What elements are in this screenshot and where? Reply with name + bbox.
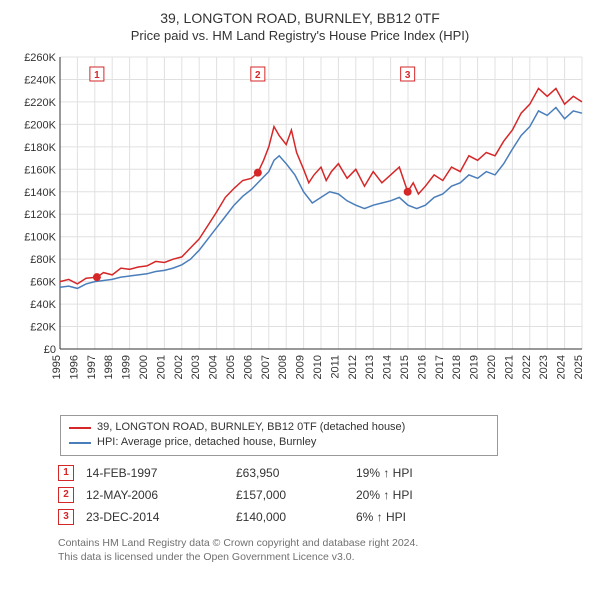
chart-title: 39, LONGTON ROAD, BURNLEY, BB12 0TF: [10, 10, 590, 26]
x-tick-label: 2013: [364, 355, 376, 379]
y-tick-label: £240K: [24, 74, 56, 86]
x-tick-label: 2001: [155, 355, 167, 379]
event-delta: 20% ↑ HPI: [356, 488, 476, 502]
x-tick-label: 1995: [51, 355, 63, 379]
legend-swatch: [69, 442, 91, 444]
event-badge: 1: [58, 465, 74, 481]
sale-marker-dot: [93, 273, 101, 281]
y-tick-label: £0: [44, 344, 56, 356]
license-text: Contains HM Land Registry data © Crown c…: [58, 536, 590, 564]
license-line-1: Contains HM Land Registry data © Crown c…: [58, 536, 590, 550]
sale-event-row: 1 14-FEB-1997£63,95019% ↑ HPI: [58, 462, 590, 484]
event-date: 14-FEB-1997: [86, 466, 236, 480]
legend: 39, LONGTON ROAD, BURNLEY, BB12 0TF (det…: [60, 415, 498, 456]
event-date: 23-DEC-2014: [86, 510, 236, 524]
y-tick-label: £180K: [24, 142, 56, 154]
event-badge: 2: [58, 487, 74, 503]
legend-label: HPI: Average price, detached house, Burn…: [97, 435, 316, 450]
x-tick-label: 2003: [190, 355, 202, 379]
x-tick-label: 2008: [277, 355, 289, 379]
x-tick-label: 1996: [68, 355, 80, 379]
sale-marker-number: 2: [255, 70, 261, 81]
x-tick-label: 2023: [538, 355, 550, 379]
x-tick-label: 2011: [329, 355, 341, 379]
legend-item: HPI: Average price, detached house, Burn…: [69, 435, 489, 450]
y-tick-label: £80K: [30, 254, 56, 266]
legend-swatch: [69, 427, 91, 429]
x-tick-label: 2020: [486, 355, 498, 379]
x-tick-label: 1997: [86, 355, 98, 379]
x-tick-label: 2004: [208, 355, 220, 379]
chart-subtitle: Price paid vs. HM Land Registry's House …: [10, 28, 590, 43]
event-price: £63,950: [236, 466, 356, 480]
event-delta: 19% ↑ HPI: [356, 466, 476, 480]
event-badge: 3: [58, 509, 74, 525]
x-tick-label: 1998: [103, 355, 115, 379]
x-tick-label: 1999: [121, 355, 133, 379]
x-tick-label: 2015: [399, 355, 411, 379]
x-tick-label: 2010: [312, 355, 324, 379]
y-tick-label: £100K: [24, 232, 56, 244]
x-tick-label: 2021: [503, 355, 515, 379]
event-price: £157,000: [236, 488, 356, 502]
license-line-2: This data is licensed under the Open Gov…: [58, 550, 590, 564]
sale-event-row: 3 23-DEC-2014£140,0006% ↑ HPI: [58, 506, 590, 528]
line-chart-svg: £0 £20K £40K £60K £80K £100K £120K £140K £160K £1…: [10, 49, 590, 409]
x-tick-label: 2019: [469, 355, 481, 379]
x-tick-label: 2012: [347, 355, 359, 379]
y-tick-label: £140K: [24, 187, 56, 199]
y-tick-label: £200K: [24, 119, 56, 131]
sale-marker-dot: [404, 188, 412, 196]
x-tick-label: 2000: [138, 355, 150, 379]
x-tick-label: 2017: [434, 355, 446, 379]
event-price: £140,000: [236, 510, 356, 524]
sale-event-row: 2 12-MAY-2006£157,00020% ↑ HPI: [58, 484, 590, 506]
x-tick-label: 2006: [242, 355, 254, 379]
x-tick-label: 2024: [556, 355, 568, 379]
x-tick-label: 2005: [225, 355, 237, 379]
y-tick-label: £260K: [24, 52, 56, 64]
sale-events-table: 1 14-FEB-1997£63,95019% ↑ HPI 2 12-MAY-2006…: [58, 462, 590, 528]
y-tick-label: £20K: [30, 322, 56, 334]
y-tick-label: £220K: [24, 97, 56, 109]
y-tick-label: £160K: [24, 164, 56, 176]
chart-plot-area: £0 £20K £40K £60K £80K £100K £120K £140K £160K £1…: [10, 49, 590, 409]
x-tick-label: 2002: [173, 355, 185, 379]
y-tick-label: £60K: [30, 277, 56, 289]
x-tick-label: 2007: [260, 355, 272, 379]
y-tick-label: £40K: [30, 299, 56, 311]
chart-container: 39, LONGTON ROAD, BURNLEY, BB12 0TF Pric…: [0, 0, 600, 570]
event-delta: 6% ↑ HPI: [356, 510, 476, 524]
x-tick-label: 2018: [451, 355, 463, 379]
x-tick-label: 2014: [382, 355, 394, 379]
event-date: 12-MAY-2006: [86, 488, 236, 502]
x-tick-label: 2022: [521, 355, 533, 379]
sale-marker-number: 1: [94, 70, 100, 81]
x-tick-label: 2016: [416, 355, 428, 379]
x-tick-label: 2009: [295, 355, 307, 379]
y-tick-label: £120K: [24, 209, 56, 221]
x-tick-label: 2025: [573, 355, 585, 379]
legend-item: 39, LONGTON ROAD, BURNLEY, BB12 0TF (det…: [69, 420, 489, 435]
legend-label: 39, LONGTON ROAD, BURNLEY, BB12 0TF (det…: [97, 420, 405, 435]
sale-marker-dot: [254, 169, 262, 177]
sale-marker-number: 3: [405, 70, 411, 81]
